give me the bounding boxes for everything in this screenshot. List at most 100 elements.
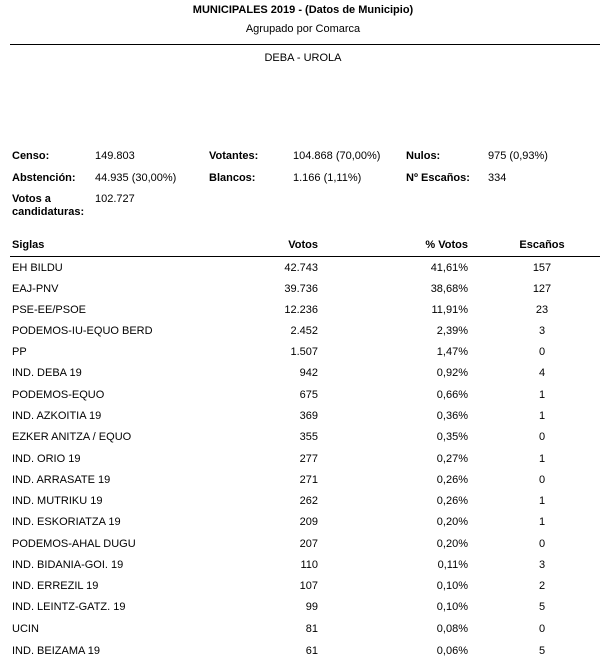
table-row: IND. ERREZIL 19 107 0,10% 2 [0, 580, 606, 601]
nulos-value: 975 (0,93%) [488, 150, 548, 162]
blancos-label: Blancos: [209, 172, 256, 184]
party-votes: 42.743 [284, 262, 318, 274]
party-votes: 81 [305, 623, 318, 635]
party-votes: 1.507 [290, 346, 318, 358]
party-seats: 1 [538, 495, 546, 507]
party-name: UCIN [12, 623, 39, 635]
votantes-label: Votantes: [209, 150, 259, 162]
party-pct: 1,47% [436, 346, 468, 358]
party-seats: 23 [535, 304, 549, 316]
party-votes: 61 [305, 645, 318, 657]
party-name: PP [12, 346, 27, 358]
party-seats: 5 [538, 601, 546, 613]
party-votes: 262 [299, 495, 318, 507]
party-pct: 0,06% [436, 645, 468, 657]
table-row: IND. DEBA 19 942 0,92% 4 [0, 367, 606, 388]
party-votes: 99 [305, 601, 318, 613]
party-votes: 355 [299, 431, 318, 443]
party-name: EH BILDU [12, 262, 63, 274]
party-seats: 0 [538, 538, 546, 550]
party-seats: 1 [538, 410, 546, 422]
col-header-pct: % Votos [425, 239, 468, 251]
col-header-siglas: Siglas [12, 239, 45, 251]
party-pct: 0,92% [436, 367, 468, 379]
party-seats: 0 [538, 623, 546, 635]
abstencion-value: 44.935 (30,00%) [95, 172, 177, 184]
censo-label: Censo: [12, 150, 50, 162]
party-pct: 0,11% [437, 559, 468, 571]
party-name: PODEMOS-EQUO [12, 389, 105, 401]
censo-value: 149.803 [95, 150, 135, 162]
page-title: MUNICIPALES 2019 - (Datos de Municipio) [192, 4, 414, 16]
party-name: PODEMOS-IU-EQUO BERD [12, 325, 153, 337]
party-name: IND. ESKORIATZA 19 [12, 516, 121, 528]
party-votes: 675 [299, 389, 318, 401]
party-votes: 271 [299, 474, 318, 486]
party-pct: 41,61% [430, 262, 468, 274]
table-row: PODEMOS-IU-EQUO BERD 2.452 2,39% 3 [0, 325, 606, 346]
party-votes: 209 [299, 516, 318, 528]
table-header-divider [10, 256, 600, 257]
party-seats: 1 [538, 516, 546, 528]
escanos-value: 334 [488, 172, 507, 184]
party-name: IND. ORIO 19 [12, 453, 81, 465]
party-seats: 3 [538, 325, 546, 337]
nulos-label: Nulos: [406, 150, 441, 162]
party-seats: 1 [538, 453, 546, 465]
votos-candidaturas-label-line1: Votos a [12, 193, 51, 205]
table-row: PODEMOS-EQUO 675 0,66% 1 [0, 389, 606, 410]
party-seats: 4 [538, 367, 546, 379]
header-divider [10, 44, 600, 45]
table-row: EZKER ANITZA / EQUO 355 0,35% 0 [0, 431, 606, 452]
region-name: DEBA - UROLA [264, 52, 342, 64]
col-header-escanos: Escaños [519, 239, 565, 251]
table-row: PSE-EE/PSOE 12.236 11,91% 23 [0, 304, 606, 325]
party-seats: 127 [532, 283, 552, 295]
table-row: IND. BIDANIA-GOI. 19 110 0,11% 3 [0, 559, 606, 580]
votos-candidaturas-label-line2: candidaturas: [12, 206, 85, 218]
party-name: IND. BEIZAMA 19 [12, 645, 101, 657]
col-header-votos: Votos [288, 239, 318, 251]
party-votes: 12.236 [284, 304, 318, 316]
page-subtitle: Agrupado por Comarca [245, 23, 361, 35]
party-pct: 0,26% [436, 495, 468, 507]
table-row: EAJ-PNV 39.736 38,68% 127 [0, 283, 606, 304]
party-name: IND. MUTRIKU 19 [12, 495, 103, 507]
table-row: IND. ARRASATE 19 271 0,26% 0 [0, 474, 606, 495]
party-seats: 5 [538, 645, 546, 657]
party-pct: 0,10% [436, 580, 468, 592]
party-votes: 39.736 [284, 283, 318, 295]
party-seats: 1 [538, 389, 546, 401]
party-votes: 277 [299, 453, 318, 465]
blancos-value: 1.166 (1,11%) [293, 172, 362, 184]
party-name: EZKER ANITZA / EQUO [12, 431, 132, 443]
party-name: EAJ-PNV [12, 283, 59, 295]
table-row: IND. BEIZAMA 19 61 0,06% 5 [0, 645, 606, 666]
escanos-label: Nº Escaños: [406, 172, 470, 184]
party-name: IND. AZKOITIA 19 [12, 410, 102, 422]
party-pct: 11,91% [431, 304, 469, 316]
party-votes: 369 [299, 410, 318, 422]
party-name: IND. ERREZIL 19 [12, 580, 99, 592]
party-seats: 0 [538, 474, 546, 486]
party-seats: 3 [538, 559, 546, 571]
party-name: PSE-EE/PSOE [12, 304, 86, 316]
party-pct: 0,26% [436, 474, 468, 486]
party-name: PODEMOS-AHAL DUGU [12, 538, 136, 550]
party-pct: 0,20% [436, 516, 468, 528]
party-pct: 2,39% [436, 325, 468, 337]
table-row: UCIN 81 0,08% 0 [0, 623, 606, 644]
party-pct: 0,66% [436, 389, 468, 401]
party-name: IND. ARRASATE 19 [12, 474, 111, 486]
votantes-value: 104.868 (70,00%) [293, 150, 381, 162]
table-row: PP 1.507 1,47% 0 [0, 346, 606, 367]
party-votes: 107 [299, 580, 318, 592]
table-row: IND. MUTRIKU 19 262 0,26% 1 [0, 495, 606, 516]
party-name: IND. BIDANIA-GOI. 19 [12, 559, 124, 571]
party-seats: 0 [538, 431, 546, 443]
table-row: IND. ORIO 19 277 0,27% 1 [0, 453, 606, 474]
party-name: IND. LEINTZ-GATZ. 19 [12, 601, 126, 613]
table-row: EH BILDU 42.743 41,61% 157 [0, 262, 606, 283]
party-seats: 2 [538, 580, 546, 592]
party-votes: 110 [300, 559, 318, 571]
